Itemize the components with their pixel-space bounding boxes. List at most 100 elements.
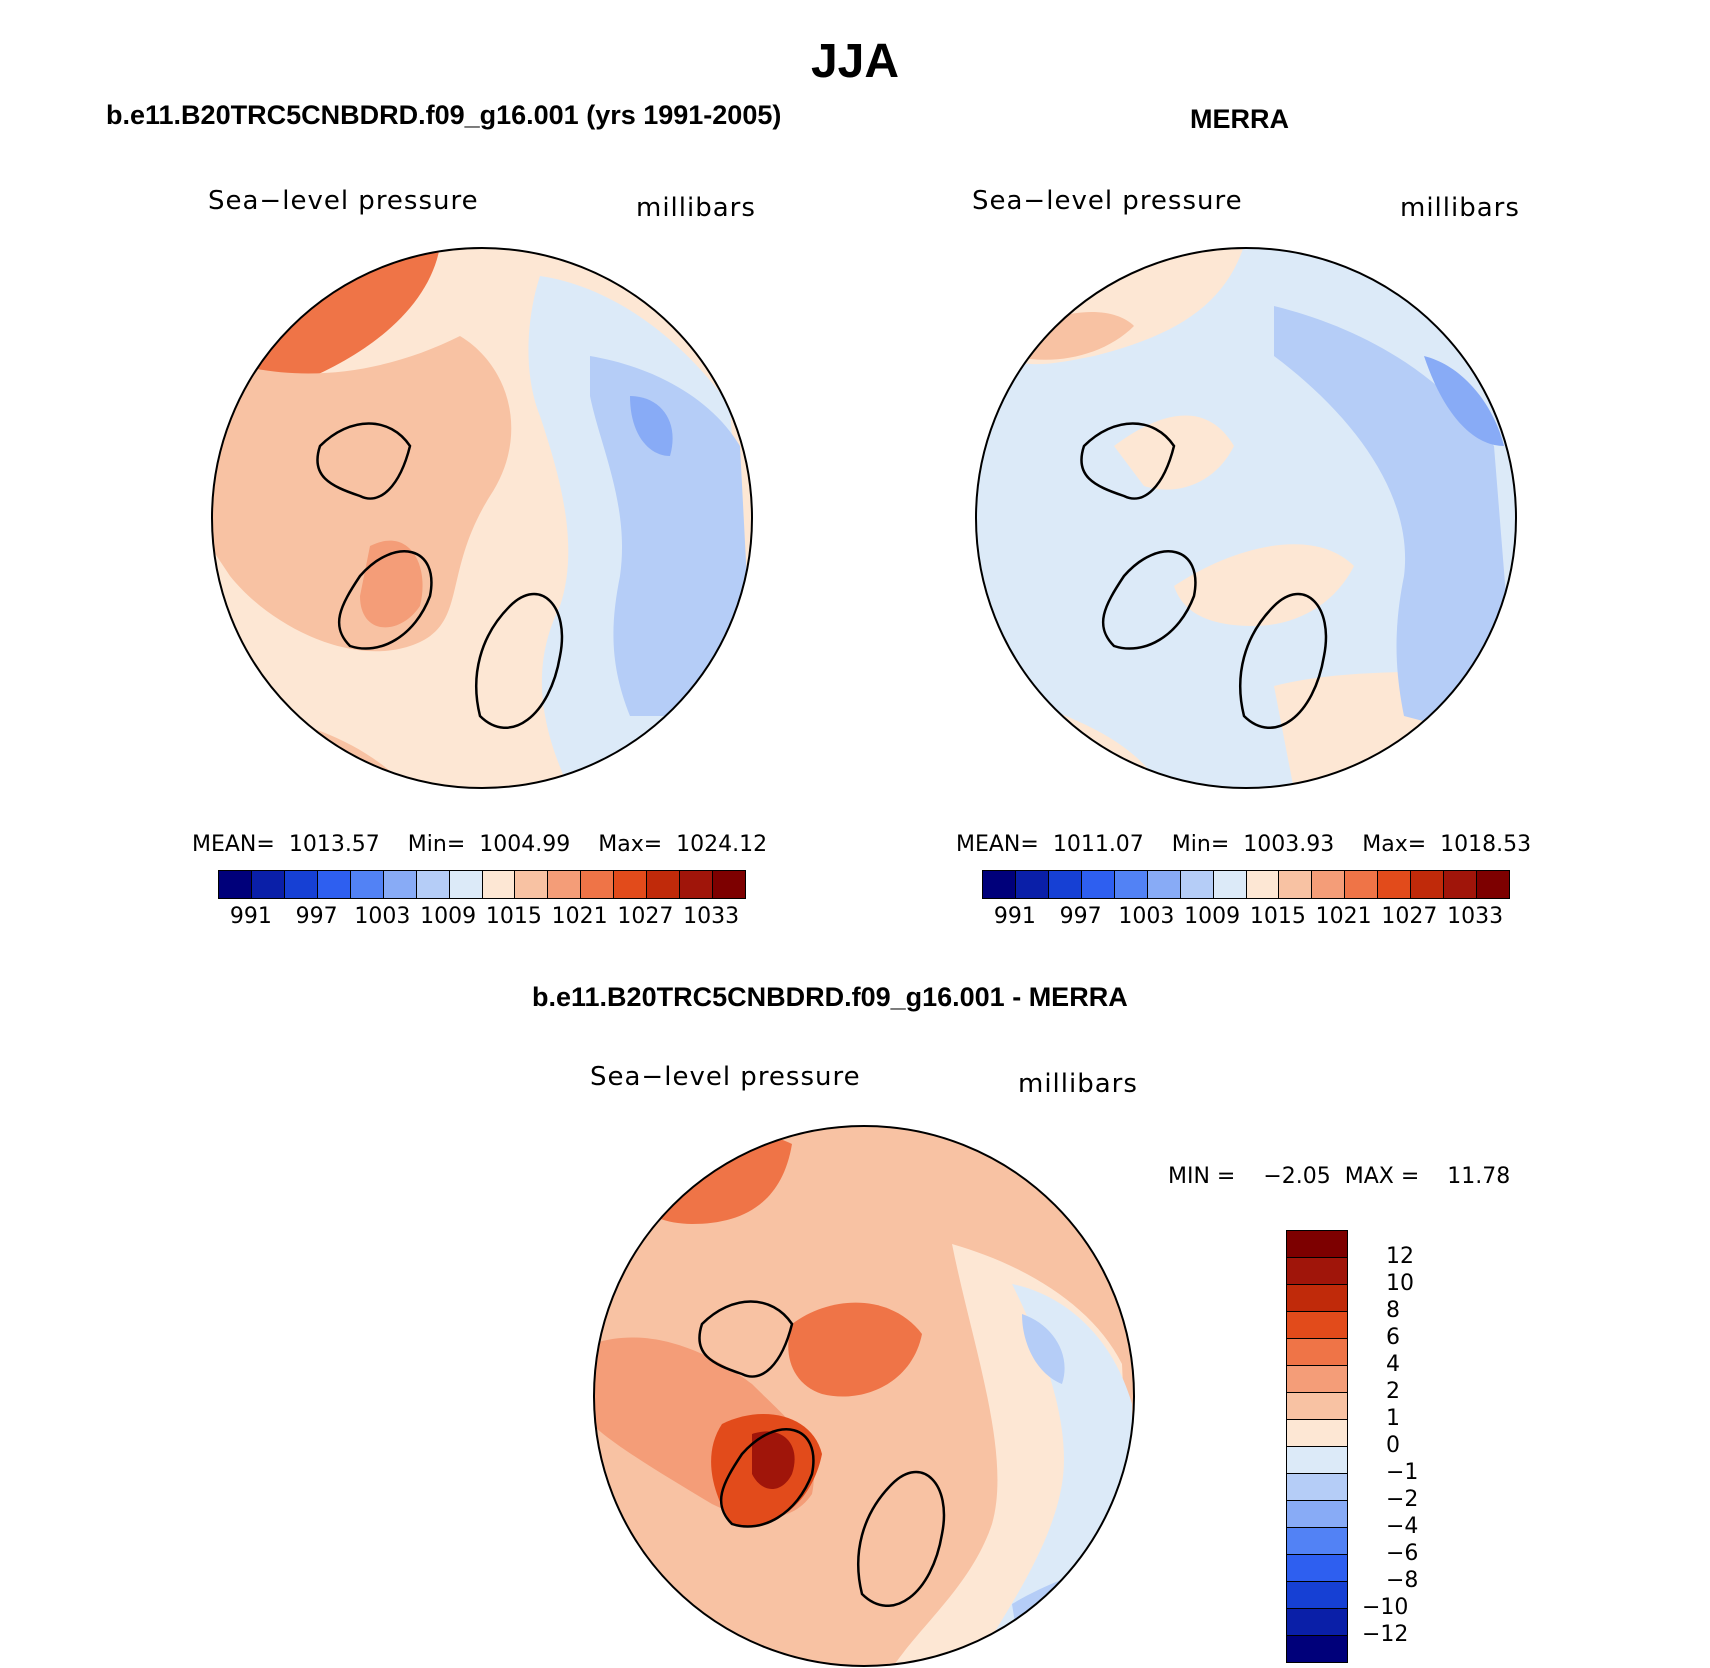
model-high-pacific [237, 248, 440, 388]
model-colorbar-tick: 1033 [683, 904, 740, 929]
model-colorbar-tick: 1021 [551, 904, 608, 929]
obs-colorbar-swatch [1345, 871, 1379, 898]
obs-colorbar-ticks: 991 997 1003 1009 1015 1021 1027 1033 [982, 904, 1508, 932]
obs-ridge-arctic [1114, 415, 1234, 490]
diff-colorbar-tick: 6 [1386, 1325, 1400, 1350]
diff-colorbar-swatch [1287, 1231, 1347, 1258]
model-max-label: Max= [598, 832, 663, 857]
obs-polar-map [975, 247, 1517, 789]
diff-colorbar-swatch [1287, 1555, 1347, 1582]
diff-colorbar-swatch [1287, 1528, 1347, 1555]
model-colorbar-swatch [383, 871, 417, 898]
diff-colorbar-swatch [1287, 1285, 1347, 1312]
diff-colorbar-swatch [1287, 1393, 1347, 1420]
diff-colorbar-swatch [1287, 1636, 1347, 1662]
model-colorbar-swatch [614, 871, 648, 898]
model-colorbar-swatch [581, 871, 615, 898]
obs-map-border [975, 247, 1517, 789]
diff-colorbar-tick: −4 [1386, 1514, 1419, 1539]
model-map-border [211, 247, 753, 789]
obs-colorbar-swatch [1312, 871, 1346, 898]
model-colorbar-swatch [449, 871, 483, 898]
obs-panel-title: MERRA [1190, 104, 1289, 134]
obs-colorbar-tick: 1021 [1315, 904, 1372, 929]
model-colorbar-tick: 1015 [485, 904, 542, 929]
model-colorbar-swatch [713, 871, 745, 898]
model-colorbar-ticks: 991 997 1003 1009 1015 1021 1027 1033 [218, 904, 744, 932]
diff-max-value: 11.78 [1447, 1164, 1511, 1189]
obs-min-label: Min= [1171, 832, 1230, 857]
diff-max-label: MAX = [1344, 1164, 1420, 1189]
obs-colorbar-tick: 991 [993, 904, 1036, 929]
obs-colorbar-swatch [1213, 871, 1247, 898]
model-colorbar-tick: 1027 [617, 904, 674, 929]
diff-min-label: MIN = [1168, 1164, 1236, 1189]
diff-colorbar-swatch [1287, 1474, 1347, 1501]
diff-colorbar-tick: 1 [1386, 1406, 1400, 1431]
diff-stats: MIN = −2.05 MAX = 11.78 [1168, 1164, 1510, 1189]
obs-colorbar-tick: 1015 [1249, 904, 1306, 929]
obs-min-value: 1003.93 [1243, 832, 1335, 857]
model-low-core [630, 396, 673, 456]
obs-colorbar-swatch [1048, 871, 1082, 898]
model-colorbar-swatch [317, 871, 351, 898]
model-units-label: millibars [636, 193, 756, 223]
obs-colorbar-tick: 1009 [1184, 904, 1241, 929]
model-colorbar-tick: 1003 [354, 904, 411, 929]
diff-high-arctic [788, 1302, 922, 1397]
model-colorbar [218, 870, 746, 899]
diff-colorbar-swatch [1287, 1339, 1347, 1366]
diff-colorbar-tick: 8 [1386, 1298, 1400, 1323]
obs-colorbar-tick: 997 [1059, 904, 1102, 929]
obs-colorbar-swatch [1444, 871, 1478, 898]
obs-max-label: Max= [1362, 832, 1427, 857]
diff-max-greenland [752, 1431, 795, 1489]
model-low-icelandic [590, 356, 752, 716]
obs-mean-label: MEAN= [956, 832, 1039, 857]
model-colorbar-swatch [515, 871, 549, 898]
diff-colorbar-tick: 0 [1386, 1433, 1400, 1458]
obs-colorbar-tick: 1027 [1381, 904, 1438, 929]
diff-colorbar-swatch [1287, 1501, 1347, 1528]
diff-coastlines [698, 1300, 946, 1607]
model-min-label: Min= [407, 832, 466, 857]
model-colorbar-swatch [548, 871, 582, 898]
model-colorbar-tick: 1009 [420, 904, 477, 929]
model-colorbar-swatch [350, 871, 384, 898]
diff-colorbar-tick: −10 [1362, 1595, 1409, 1620]
obs-colorbar-swatch [1015, 871, 1049, 898]
diff-colorbar-tick: −12 [1362, 1622, 1409, 1647]
diff-colorbar-swatch [1287, 1609, 1347, 1636]
diff-colorbar-tick: −1 [1386, 1460, 1419, 1485]
obs-colorbar-tick: 1003 [1118, 904, 1175, 929]
obs-colorbar-swatch [983, 871, 1016, 898]
obs-stats: MEAN= 1011.07 Min= 1003.93 Max= 1018.53 [956, 832, 1531, 857]
model-colorbar-swatch [284, 871, 318, 898]
diff-colorbar-swatch [1287, 1447, 1347, 1474]
diff-colorbar-tick: −6 [1386, 1541, 1419, 1566]
obs-colorbar-swatch [1411, 871, 1445, 898]
model-polar-map [211, 247, 753, 789]
model-colorbar-swatch [219, 871, 252, 898]
obs-ridge-siberia [1174, 544, 1354, 626]
diff-polar-map [593, 1125, 1135, 1667]
obs-colorbar-swatch [1147, 871, 1181, 898]
model-colorbar-tick: 991 [229, 904, 272, 929]
model-colorbar-swatch [680, 871, 714, 898]
obs-colorbar [982, 870, 1510, 899]
obs-colorbar-swatch [1180, 871, 1214, 898]
obs-colorbar-swatch [1279, 871, 1313, 898]
model-colorbar-swatch [647, 871, 681, 898]
main-title: JJA [810, 35, 900, 88]
diff-colorbar-tick: −2 [1386, 1487, 1419, 1512]
model-colorbar-swatch [251, 871, 285, 898]
model-mean-label: MEAN= [192, 832, 275, 857]
diff-panel-title: b.e11.B20TRC5CNBDRD.f09_g16.001 - MERRA [532, 982, 1128, 1012]
model-ridge-arctic [212, 336, 512, 652]
obs-colorbar-swatch [1477, 871, 1509, 898]
obs-low-core [1424, 356, 1504, 446]
diff-colorbar [1286, 1230, 1348, 1663]
model-panel-title: b.e11.B20TRC5CNBDRD.f09_g16.001 (yrs 199… [106, 100, 782, 130]
diff-colorbar-tick: −8 [1386, 1568, 1419, 1593]
obs-max-value: 1018.53 [1440, 832, 1532, 857]
